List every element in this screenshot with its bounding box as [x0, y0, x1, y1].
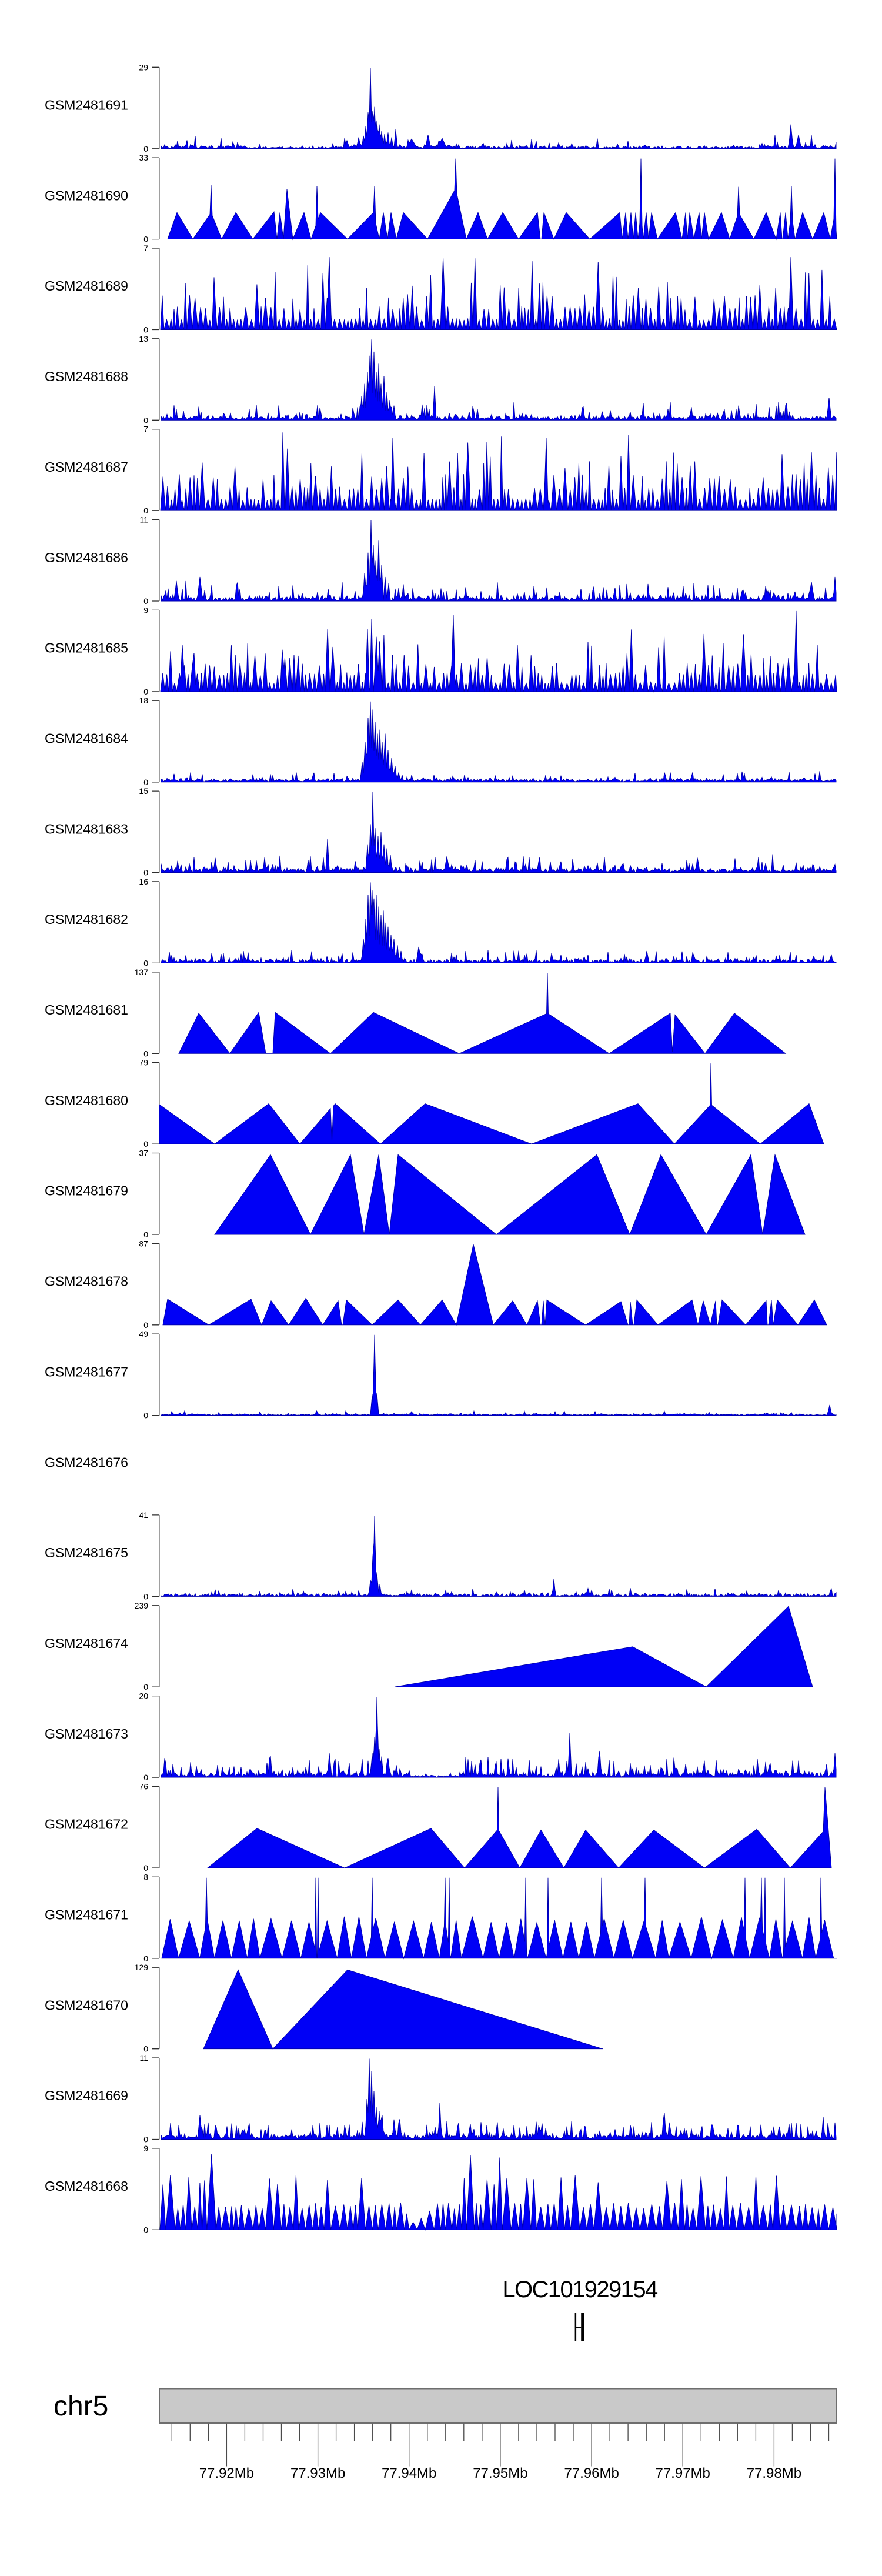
svg-text:33: 33 [139, 153, 148, 162]
svg-text:16: 16 [139, 877, 148, 886]
svg-text:0: 0 [143, 2225, 148, 2234]
svg-text:GSM2481681: GSM2481681 [45, 1002, 128, 1017]
svg-text:0: 0 [143, 2135, 148, 2144]
svg-text:13: 13 [139, 334, 148, 343]
svg-text:chr5: chr5 [54, 2391, 108, 2422]
svg-text:GSM2481668: GSM2481668 [45, 2178, 128, 2194]
svg-text:0: 0 [143, 1320, 148, 1330]
svg-text:GSM2481676: GSM2481676 [45, 1454, 128, 1470]
svg-text:0: 0 [143, 1411, 148, 1420]
svg-text:GSM2481687: GSM2481687 [45, 459, 128, 475]
svg-text:87: 87 [139, 1239, 148, 1248]
svg-text:GSM2481674: GSM2481674 [45, 1636, 128, 1651]
svg-text:GSM2481691: GSM2481691 [45, 98, 128, 113]
svg-text:77.95Mb: 77.95Mb [473, 2465, 527, 2481]
svg-text:0: 0 [143, 687, 148, 696]
svg-text:GSM2481675: GSM2481675 [45, 1545, 128, 1560]
svg-text:76: 76 [139, 1782, 148, 1791]
svg-text:239: 239 [135, 1601, 149, 1610]
svg-text:11: 11 [139, 515, 148, 525]
svg-text:77.94Mb: 77.94Mb [382, 2465, 436, 2481]
svg-text:GSM2481679: GSM2481679 [45, 1183, 128, 1199]
svg-text:11: 11 [139, 2053, 148, 2063]
svg-text:77.96Mb: 77.96Mb [564, 2465, 619, 2481]
svg-text:GSM2481688: GSM2481688 [45, 369, 128, 384]
svg-text:137: 137 [135, 967, 149, 977]
svg-text:0: 0 [143, 415, 148, 425]
svg-text:0: 0 [143, 1049, 148, 1058]
svg-text:GSM2481685: GSM2481685 [45, 640, 128, 656]
svg-text:49: 49 [139, 1329, 148, 1339]
svg-text:0: 0 [143, 1863, 148, 1873]
svg-text:GSM2481683: GSM2481683 [45, 821, 128, 836]
svg-text:GSM2481678: GSM2481678 [45, 1274, 128, 1289]
svg-text:GSM2481670: GSM2481670 [45, 1997, 128, 2013]
svg-text:0: 0 [143, 1682, 148, 1691]
svg-text:0: 0 [143, 868, 148, 877]
svg-text:GSM2481671: GSM2481671 [45, 1907, 128, 1923]
svg-text:0: 0 [143, 1139, 148, 1149]
svg-text:LOC101929154: LOC101929154 [502, 2277, 658, 2303]
svg-text:18: 18 [139, 696, 148, 705]
svg-text:29: 29 [139, 62, 148, 72]
svg-text:77.92Mb: 77.92Mb [199, 2465, 254, 2481]
svg-text:0: 0 [143, 596, 148, 606]
svg-text:15: 15 [139, 786, 148, 796]
svg-text:GSM2481680: GSM2481680 [45, 1093, 128, 1108]
svg-text:0: 0 [143, 778, 148, 787]
svg-text:0: 0 [143, 144, 148, 154]
svg-text:0: 0 [143, 325, 148, 335]
svg-text:41: 41 [139, 1510, 148, 1520]
svg-text:7: 7 [143, 243, 148, 253]
svg-text:129: 129 [135, 1963, 149, 1972]
svg-text:0: 0 [143, 958, 148, 967]
svg-text:7: 7 [143, 425, 148, 434]
svg-text:0: 0 [143, 1954, 148, 1963]
svg-text:GSM2481682: GSM2481682 [45, 912, 128, 927]
svg-text:8: 8 [143, 1872, 148, 1881]
svg-text:0: 0 [143, 2044, 148, 2054]
svg-text:77.93Mb: 77.93Mb [290, 2465, 345, 2481]
svg-text:GSM2481684: GSM2481684 [45, 731, 128, 746]
svg-text:GSM2481672: GSM2481672 [45, 1817, 128, 1832]
svg-text:79: 79 [139, 1058, 148, 1067]
svg-text:GSM2481673: GSM2481673 [45, 1726, 128, 1741]
svg-text:77.98Mb: 77.98Mb [747, 2465, 801, 2481]
svg-text:GSM2481686: GSM2481686 [45, 550, 128, 565]
svg-text:9: 9 [143, 2144, 148, 2153]
svg-text:37: 37 [139, 1149, 148, 1158]
svg-text:0: 0 [143, 1230, 148, 1239]
svg-text:0: 0 [143, 1773, 148, 1782]
svg-text:GSM2481690: GSM2481690 [45, 188, 128, 203]
svg-text:77.97Mb: 77.97Mb [655, 2465, 710, 2481]
svg-text:0: 0 [143, 1591, 148, 1601]
svg-text:GSM2481677: GSM2481677 [45, 1364, 128, 1380]
svg-text:0: 0 [143, 235, 148, 244]
svg-text:GSM2481689: GSM2481689 [45, 278, 128, 293]
svg-text:0: 0 [143, 506, 148, 515]
svg-text:GSM2481669: GSM2481669 [45, 2088, 128, 2103]
svg-text:20: 20 [139, 1691, 148, 1701]
svg-text:9: 9 [143, 605, 148, 615]
